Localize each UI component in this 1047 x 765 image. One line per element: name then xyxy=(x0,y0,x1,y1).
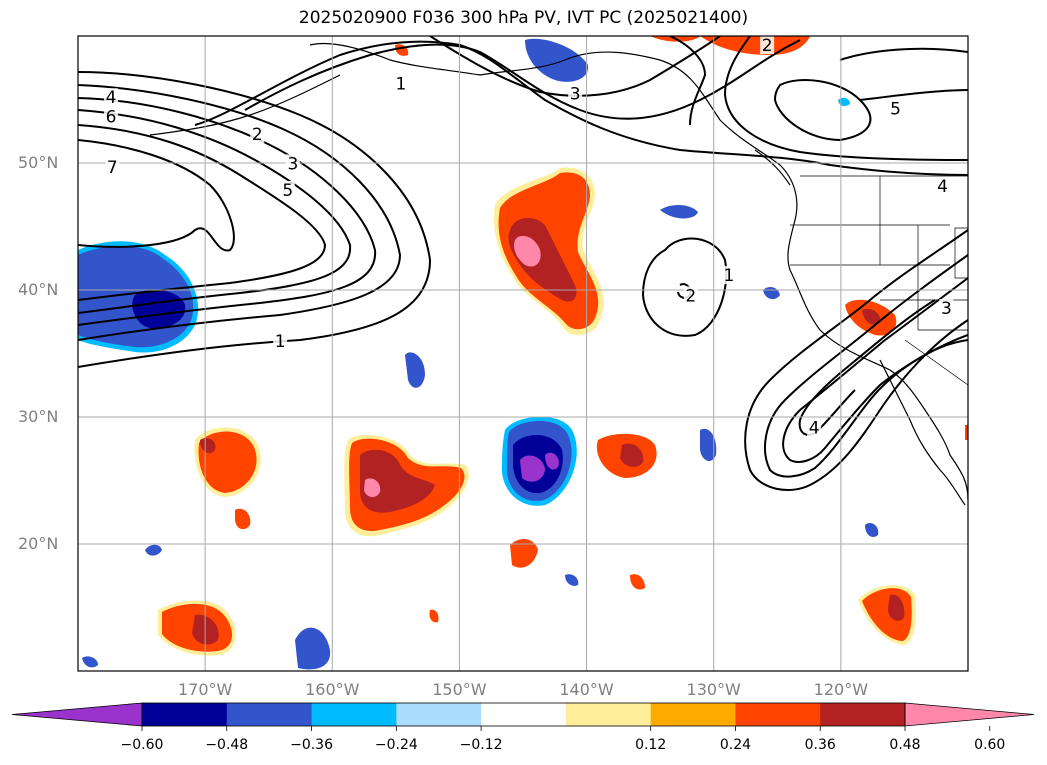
contour-label: 1 xyxy=(396,74,407,94)
colorbar-segment xyxy=(142,703,228,726)
colorbar xyxy=(11,702,1035,731)
colorbar-tick-label: −0.36 xyxy=(290,737,333,753)
colorbar-segment xyxy=(481,703,567,726)
contour-label-bg xyxy=(393,74,408,93)
lon-tick-label: 130°W xyxy=(686,680,741,699)
colorbar-segment xyxy=(226,703,313,726)
contour-label-bg xyxy=(939,299,954,318)
contour-label: 5 xyxy=(890,100,901,120)
contour-label-bg xyxy=(285,154,300,173)
colorbar-high-arrow xyxy=(904,702,1035,727)
lat-tick-label: 50°N xyxy=(18,153,59,172)
contour-label: 4 xyxy=(106,88,117,108)
contour-label: 2 xyxy=(762,36,773,56)
contour-label-bg xyxy=(104,107,119,126)
colorbar-tick-label: −0.60 xyxy=(120,737,164,753)
borders xyxy=(790,175,968,386)
contour-label-bg xyxy=(273,332,288,351)
colorbar-tick-label: −0.24 xyxy=(374,737,418,753)
lon-tick-label: 140°W xyxy=(559,680,614,699)
colorbar-segment xyxy=(311,703,397,726)
graticule xyxy=(78,36,968,671)
coastlines xyxy=(149,42,968,506)
contour-label: 3 xyxy=(570,84,581,104)
lat-tick-label: 40°N xyxy=(18,280,59,299)
contour-label-bg xyxy=(760,36,775,55)
contour-label-bg xyxy=(935,177,950,196)
lon-tick-label: 120°W xyxy=(813,680,869,699)
contour-label: 3 xyxy=(941,299,952,319)
colorbar-outline xyxy=(141,702,906,727)
contour-label: 4 xyxy=(809,418,820,438)
colorbar-tick-label: 0.24 xyxy=(719,737,752,753)
colorbar-low-arrow xyxy=(11,702,143,727)
colorbar-tick-label: 0.48 xyxy=(889,737,921,753)
colorbar-tick-label: −0.48 xyxy=(205,737,249,753)
contour-label: 1 xyxy=(275,332,286,352)
contour-label-bg xyxy=(721,266,736,285)
lon-tick-label: 150°W xyxy=(432,680,487,699)
colorbar-tick-label: 0.60 xyxy=(974,737,1006,753)
contour-label-bg xyxy=(280,180,295,199)
contour-label: 3 xyxy=(287,154,298,174)
colorbar-segment xyxy=(820,703,906,726)
contour-label-bg xyxy=(105,158,120,177)
contour-label-bg xyxy=(888,99,903,118)
colorbar-segment xyxy=(396,703,482,726)
map-frame xyxy=(77,35,969,672)
contour-label-bg xyxy=(807,418,822,437)
contour-label: 6 xyxy=(106,107,117,127)
lon-tick-label: 160°W xyxy=(305,680,360,699)
contour-label: 7 xyxy=(107,158,118,178)
contour-label-bg xyxy=(250,125,265,144)
pv-shading xyxy=(78,36,968,670)
lon-tick-label: 170°W xyxy=(177,680,233,699)
contour-label: 5 xyxy=(282,181,293,201)
colorbar-segment xyxy=(650,703,736,726)
contour-label: 2 xyxy=(685,286,696,306)
map-title: 2025020900 F036 300 hPa PV, IVT PC (2025… xyxy=(298,8,749,28)
contour-label: 1 xyxy=(724,266,735,286)
colorbar-segment xyxy=(735,703,821,726)
lat-tick-label: 30°N xyxy=(18,407,59,426)
colorbar-segment xyxy=(565,703,652,726)
contour-label: 4 xyxy=(937,177,948,197)
contour-label-bg xyxy=(104,88,119,107)
contour-label-bg xyxy=(683,286,698,305)
colorbar-tick-label: 0.36 xyxy=(804,737,836,753)
contour-label: 2 xyxy=(252,125,263,145)
contour-label-bg xyxy=(568,84,583,103)
lat-tick-label: 20°N xyxy=(18,534,59,553)
colorbar-tick-label: −0.12 xyxy=(459,737,503,753)
ivt-contours xyxy=(78,36,968,491)
colorbar-tick-label: 0.12 xyxy=(635,737,667,753)
